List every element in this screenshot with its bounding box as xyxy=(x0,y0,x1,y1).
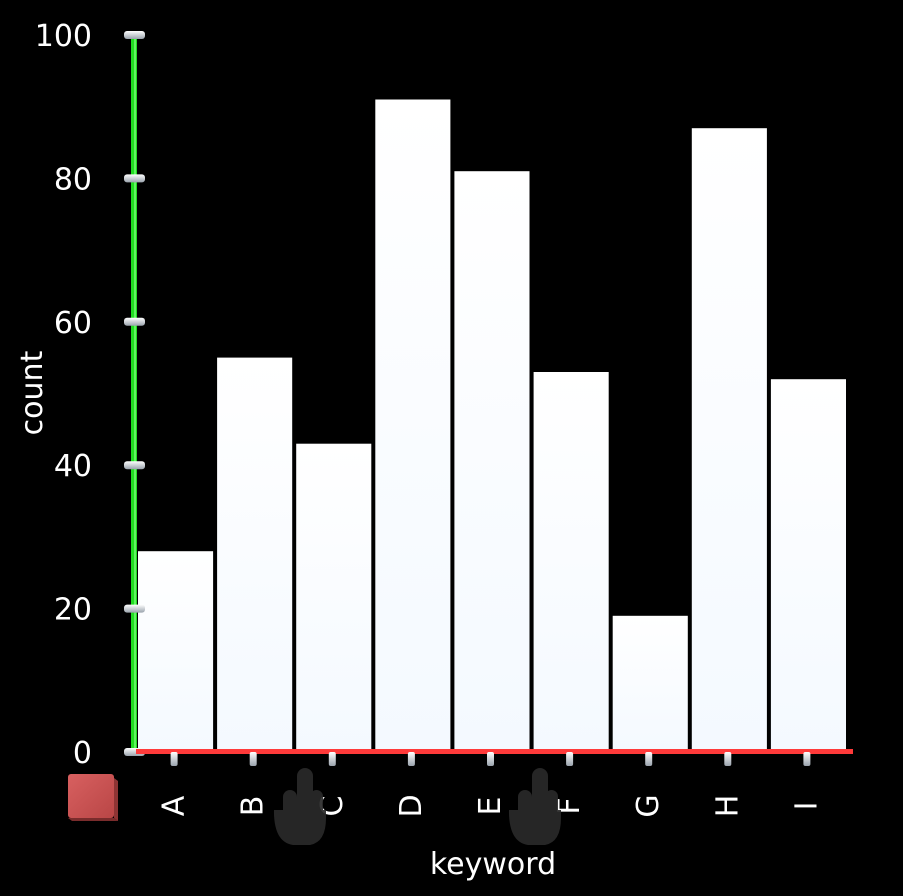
x-tick-label-G: G xyxy=(631,794,666,817)
y-tick-40 xyxy=(124,461,145,470)
bar-E[interactable] xyxy=(454,171,530,752)
y-axis-title: count xyxy=(15,350,50,435)
x-tick-D xyxy=(407,752,415,766)
bar-A[interactable] xyxy=(138,551,214,752)
hand-cursor-icon xyxy=(273,768,326,845)
y-tick-label-0: 0 xyxy=(73,736,92,771)
x-tick-G xyxy=(645,752,653,766)
y-tick-label-40: 40 xyxy=(54,449,92,484)
y-tick-100 xyxy=(124,31,145,39)
x-tick-label-B: B xyxy=(236,796,271,817)
x-tick-label-I: I xyxy=(789,802,824,811)
y-tick-label-80: 80 xyxy=(54,162,92,197)
bar-D[interactable] xyxy=(375,99,451,753)
x-tick-E xyxy=(487,752,494,766)
x-tick-F xyxy=(566,752,574,766)
bars xyxy=(138,99,846,753)
x-tick-label-A: A xyxy=(157,795,192,816)
y-tick-80 xyxy=(124,174,145,183)
y-tick-label-20: 20 xyxy=(54,593,92,628)
bar-B[interactable] xyxy=(217,357,293,752)
x-tick-I xyxy=(803,752,811,766)
y-tick-label-100: 100 xyxy=(35,19,92,54)
x-tick-label-H: H xyxy=(710,795,745,818)
y-tick-60 xyxy=(124,317,145,326)
x-tick-B xyxy=(249,752,257,766)
x-tick-H xyxy=(724,752,732,766)
bar-H[interactable] xyxy=(691,128,767,752)
y-axis-highlight xyxy=(134,33,136,754)
x-tick-C xyxy=(328,752,336,766)
bar-I[interactable] xyxy=(770,379,846,752)
legend-swatch-icon[interactable] xyxy=(68,774,118,821)
x-axis-line xyxy=(136,749,853,754)
y-axis: 0 20 40 60 80 100 xyxy=(35,19,145,771)
x-tick-label-E: E xyxy=(473,797,508,816)
x-axis-title: keyword xyxy=(430,847,556,882)
bar-C[interactable] xyxy=(296,443,372,752)
bar-F[interactable] xyxy=(533,372,609,752)
bar-G[interactable] xyxy=(612,615,688,752)
hand-cursor-icon xyxy=(508,768,561,845)
y-tick-label-60: 60 xyxy=(54,306,92,341)
x-tick-label-D: D xyxy=(394,794,429,817)
y-tick-20 xyxy=(124,604,145,613)
x-tick-A xyxy=(170,752,178,766)
